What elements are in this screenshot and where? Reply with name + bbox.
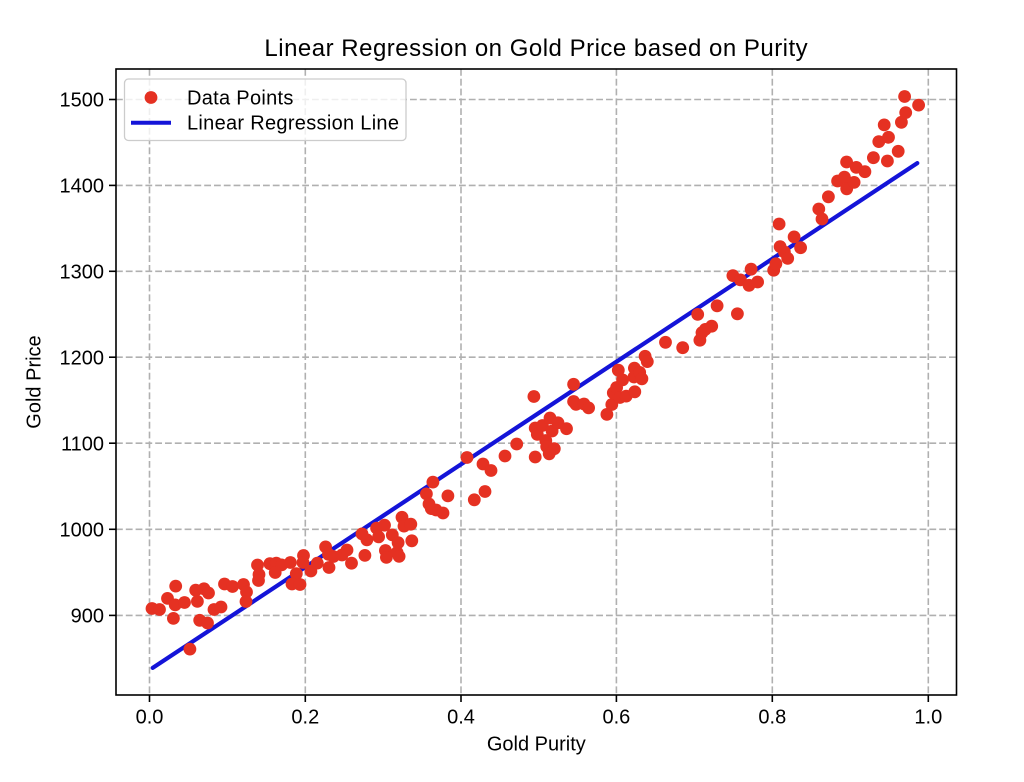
svg-text:1400: 1400: [60, 176, 105, 198]
svg-text:Linear Regression Line: Linear Regression Line: [187, 113, 399, 135]
svg-text:Gold Purity: Gold Purity: [487, 734, 586, 756]
svg-text:1200: 1200: [60, 347, 105, 369]
svg-text:Gold Price: Gold Price: [24, 335, 46, 428]
svg-text:Linear Regression on Gold Pric: Linear Regression on Gold Price based on…: [264, 35, 808, 62]
svg-text:0.8: 0.8: [758, 707, 786, 729]
svg-text:1100: 1100: [61, 433, 104, 455]
svg-text:1300: 1300: [60, 262, 105, 284]
svg-text:0.0: 0.0: [136, 707, 164, 729]
svg-text:Data Points: Data Points: [187, 88, 294, 110]
svg-text:1.0: 1.0: [914, 707, 942, 729]
svg-text:0.2: 0.2: [291, 707, 319, 729]
svg-text:0.6: 0.6: [602, 707, 630, 729]
svg-text:0.4: 0.4: [447, 707, 475, 729]
svg-text:1500: 1500: [60, 90, 105, 112]
svg-text:900: 900: [71, 606, 104, 628]
svg-text:1000: 1000: [60, 520, 105, 542]
